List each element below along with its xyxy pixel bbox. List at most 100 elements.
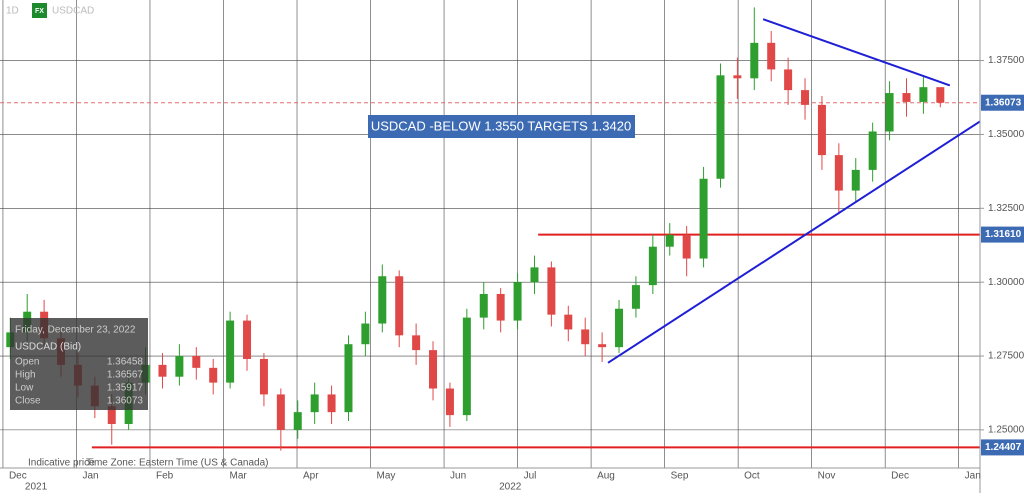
candle-body bbox=[851, 169, 860, 191]
y-tick-label: 1.27500 bbox=[988, 351, 1024, 362]
candle-body bbox=[361, 323, 370, 345]
x-tick-label: Dec bbox=[891, 471, 909, 482]
candle-body bbox=[834, 155, 843, 191]
candle-body bbox=[919, 87, 928, 102]
footer-timezone: Time Zone: Eastern Time (US & Canada) bbox=[86, 458, 268, 469]
candle-body bbox=[310, 394, 319, 413]
ohlc-panel: Friday, December 23, 2022 USDCAD (Bid) O… bbox=[10, 318, 148, 410]
panel-date: Friday, December 23, 2022 bbox=[15, 325, 136, 336]
y-tick-label: 1.32500 bbox=[988, 203, 1024, 214]
candle-body bbox=[479, 293, 488, 318]
symbol: USDCAD bbox=[52, 6, 94, 17]
candle-body bbox=[429, 350, 438, 389]
price-box-label: 1.36073 bbox=[985, 97, 1022, 108]
candle-body bbox=[496, 293, 505, 321]
axes: Dec Jan Feb Mar Apr May Jun Jul Aug Sep Oct Nov Dec J… bbox=[9, 55, 1024, 493]
candle-body bbox=[902, 93, 911, 102]
price-box bbox=[981, 226, 1024, 243]
year-label: 2022 bbox=[499, 482, 522, 493]
candle-body bbox=[868, 131, 877, 170]
price-box bbox=[981, 439, 1024, 456]
x-tick-label: Jun bbox=[450, 471, 466, 482]
x-tick-label: Oct bbox=[744, 471, 760, 482]
panel-row-value: 1.35917 bbox=[107, 383, 144, 394]
candle-body bbox=[767, 42, 776, 70]
x-tick-label: Apr bbox=[303, 471, 319, 482]
year-label: 2021 bbox=[25, 482, 48, 493]
price-box-label: 1.24407 bbox=[985, 442, 1022, 453]
candle-body bbox=[175, 356, 184, 377]
candle-body bbox=[327, 394, 336, 413]
x-tick-label: Aug bbox=[597, 471, 615, 482]
candle-body bbox=[462, 317, 471, 416]
candle-body bbox=[513, 282, 522, 321]
footer-note: Indicative price bbox=[28, 458, 95, 469]
y-tick-label: 1.35000 bbox=[988, 129, 1024, 140]
candle-body bbox=[699, 178, 708, 259]
y-tick-label: 1.37500 bbox=[988, 55, 1024, 66]
candle-body bbox=[259, 358, 268, 395]
candle-body bbox=[107, 406, 116, 424]
candle-body bbox=[192, 356, 201, 368]
candle-body bbox=[750, 42, 759, 79]
panel-row-value: 1.36073 bbox=[107, 396, 144, 407]
interval: 1D bbox=[6, 6, 19, 17]
candle-body bbox=[598, 344, 607, 348]
candle-body bbox=[648, 246, 657, 286]
x-tick-label: Nov bbox=[818, 471, 836, 482]
panel-row-label: High bbox=[15, 370, 36, 381]
candle-body bbox=[784, 69, 793, 91]
panel-bg bbox=[10, 318, 148, 410]
candle-body bbox=[801, 90, 810, 105]
candle-body bbox=[615, 308, 624, 348]
fx-badge-text: FX bbox=[35, 8, 44, 15]
y-tick-label: 1.30000 bbox=[988, 277, 1024, 288]
candle-body bbox=[547, 267, 556, 315]
x-tick-label: Jan bbox=[965, 471, 981, 482]
price-box-label: 1.31610 bbox=[985, 229, 1022, 240]
candle-body bbox=[716, 75, 725, 179]
candle-body bbox=[530, 267, 539, 283]
candle-body bbox=[209, 367, 218, 383]
trend-line bbox=[762, 18, 951, 87]
candle-body bbox=[936, 87, 945, 103]
x-tick-label: Jul bbox=[524, 471, 537, 482]
panel-row-label: Open bbox=[15, 357, 39, 368]
x-tick-label: Sep bbox=[671, 471, 689, 482]
candle-body bbox=[445, 388, 454, 416]
panel-row-value: 1.36458 bbox=[107, 357, 144, 368]
candle-body bbox=[665, 234, 674, 247]
x-tick-label: Feb bbox=[156, 471, 174, 482]
candle-body bbox=[276, 394, 285, 430]
candle-body bbox=[243, 320, 252, 359]
x-tick-label: Jan bbox=[82, 471, 98, 482]
candle-body bbox=[293, 412, 302, 430]
candle-body bbox=[412, 335, 421, 351]
annotation-box bbox=[368, 115, 635, 138]
candle-body bbox=[344, 344, 353, 413]
candle-body bbox=[733, 75, 742, 79]
panel-symbol: USDCAD (Bid) bbox=[15, 342, 81, 353]
candle-body bbox=[581, 329, 590, 345]
x-tick-label: Dec bbox=[9, 471, 27, 482]
candle-body bbox=[631, 285, 640, 309]
x-tick-label: Mar bbox=[229, 471, 247, 482]
candle-body bbox=[226, 320, 235, 383]
panel-row-label: Close bbox=[15, 396, 41, 407]
levels bbox=[0, 102, 980, 449]
candle-body bbox=[817, 104, 826, 156]
x-tick-label: May bbox=[377, 471, 396, 482]
panel-row-label: Low bbox=[15, 383, 34, 394]
overlay: USDCAD -BELOW 1.3550 TARGETS 1.3420 bbox=[368, 18, 981, 364]
candle-body bbox=[885, 93, 894, 132]
candle-body bbox=[682, 234, 691, 259]
candle-body bbox=[378, 276, 387, 324]
panel-row-value: 1.36567 bbox=[107, 370, 144, 381]
panel-rows: Open 1.36458 High 1.36567 Low 1.35917 Close 1.3… bbox=[15, 357, 143, 407]
trend-line bbox=[607, 120, 981, 364]
candle-body bbox=[158, 364, 167, 377]
price-box bbox=[981, 94, 1024, 111]
